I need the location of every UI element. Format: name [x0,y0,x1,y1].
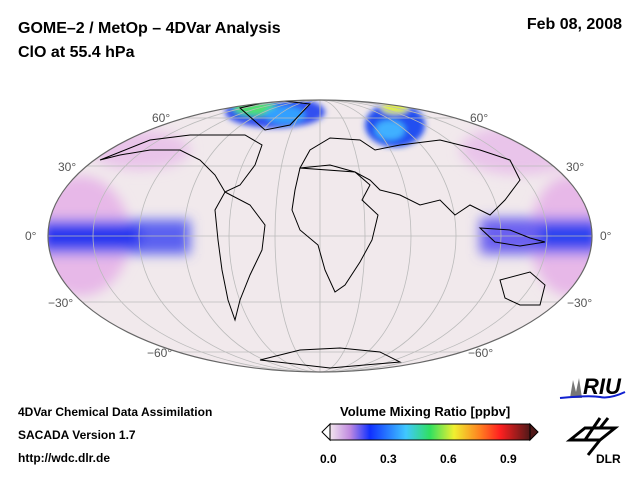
colorbar-title: Volume Mixing Ratio [ppbv] [340,404,511,419]
colorbar-tick: 0.3 [380,452,397,466]
lat-label-right-m30: −30° [567,296,593,310]
title-line2: ClO at 55.4 hPa [18,44,135,61]
globe-outline [47,99,593,373]
riu-logo [559,378,626,399]
colorbar-tick: 0.9 [500,452,517,466]
footer-line2: SACADA Version 1.7 [18,428,136,442]
riu-logo-text: RIU [583,374,621,399]
colorbar [321,422,539,442]
colorbar-tick: 0.0 [320,452,337,466]
lat-label-left-m60: −60° [147,346,173,360]
footer-link[interactable]: http://wdc.dlr.de [18,451,110,465]
dlr-logo [565,417,620,456]
lat-label-right-30: 30° [566,160,585,174]
lat-label-right-m60: −60° [468,346,494,360]
lat-label-right-0: 0° [600,229,612,243]
footer-line1: 4DVar Chemical Data Assimilation [18,405,213,419]
date-label: Feb 08, 2008 [526,16,622,33]
dlr-logo-text: DLR [596,452,621,466]
title-line1: GOME–2 / MetOp – 4DVar Analysis [18,20,281,37]
lat-label-left-m30: −30° [48,296,74,310]
lat-label-right-60: 60° [470,111,489,125]
lat-label-left-0: 0° [25,229,37,243]
colorbar-tick: 0.6 [440,452,457,466]
lat-label-left-30: 30° [58,160,77,174]
lat-label-left-60: 60° [152,111,171,125]
